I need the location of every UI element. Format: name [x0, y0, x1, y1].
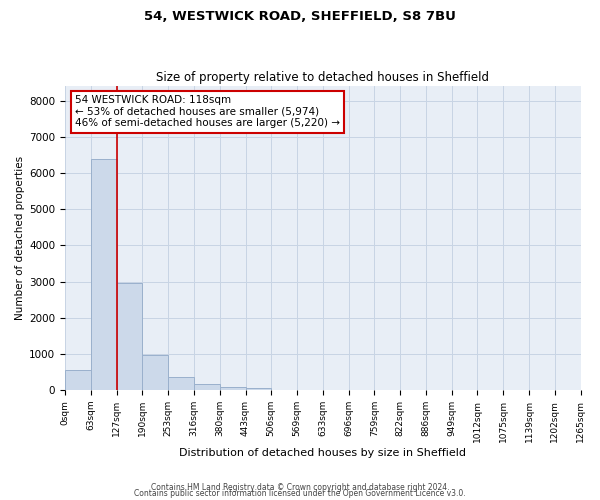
Bar	[245, 388, 271, 390]
Text: Contains public sector information licensed under the Open Government Licence v3: Contains public sector information licen…	[134, 490, 466, 498]
Text: Contains HM Land Registry data © Crown copyright and database right 2024.: Contains HM Land Registry data © Crown c…	[151, 484, 449, 492]
Bar	[117, 284, 142, 390]
Bar	[65, 370, 91, 390]
Text: 54, WESTWICK ROAD, SHEFFIELD, S8 7BU: 54, WESTWICK ROAD, SHEFFIELD, S8 7BU	[144, 10, 456, 23]
Text: 54 WESTWICK ROAD: 118sqm
← 53% of detached houses are smaller (5,974)
46% of sem: 54 WESTWICK ROAD: 118sqm ← 53% of detach…	[76, 95, 340, 128]
X-axis label: Distribution of detached houses by size in Sheffield: Distribution of detached houses by size …	[179, 448, 466, 458]
Title: Size of property relative to detached houses in Sheffield: Size of property relative to detached ho…	[156, 70, 489, 84]
Bar	[194, 384, 220, 390]
Y-axis label: Number of detached properties: Number of detached properties	[15, 156, 25, 320]
Bar	[142, 354, 168, 390]
Bar	[91, 159, 117, 390]
Bar	[220, 387, 245, 390]
Bar	[168, 377, 194, 390]
